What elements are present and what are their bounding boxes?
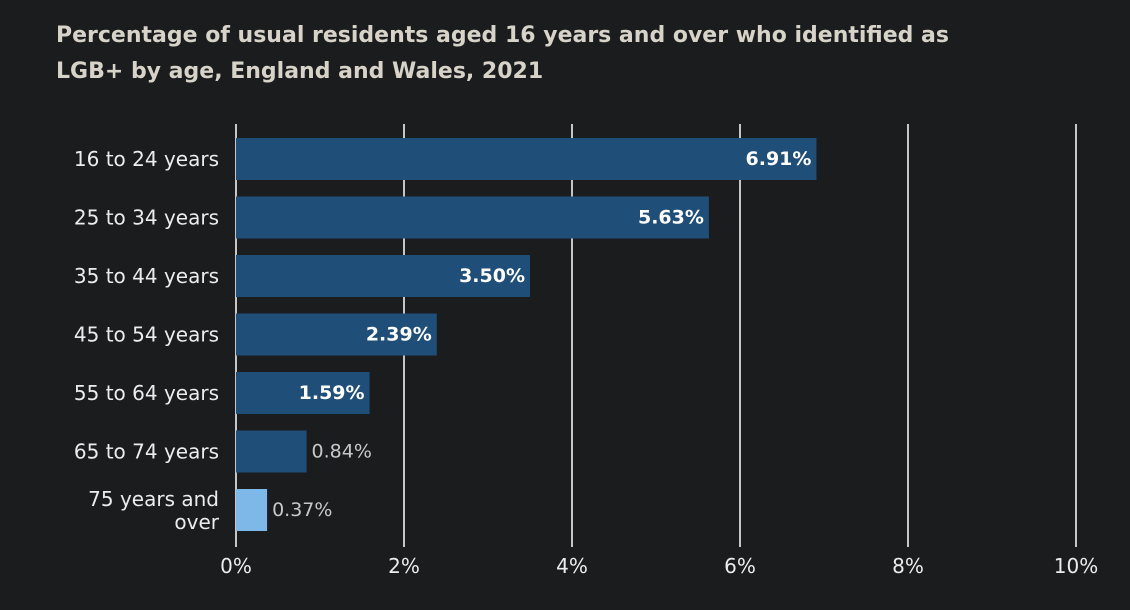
bars (236, 138, 817, 531)
x-tick-label: 10% (1054, 554, 1098, 578)
bar (236, 138, 817, 180)
data-label: 6.91% (746, 148, 812, 170)
bar (236, 430, 307, 473)
data-label: 2.39% (366, 324, 432, 346)
category-label: 16 to 24 years (74, 147, 219, 171)
category-labels: 16 to 24 years 25 to 34 years 35 to 44 yea… (74, 147, 220, 534)
data-label: 3.50% (459, 265, 525, 287)
bar (236, 489, 268, 531)
x-axis-tick-labels: 0% 2% 4% 6% 8% 10% (220, 554, 1098, 578)
chart-title: Percentage of usual residents aged 16 ye… (56, 23, 949, 84)
bar (236, 313, 437, 356)
category-label: 35 to 44 years (74, 264, 219, 288)
bar (236, 372, 370, 414)
data-label: 1.59% (299, 382, 365, 404)
category-label: 45 to 54 years (74, 323, 219, 347)
x-tick-label: 6% (724, 554, 756, 578)
category-label: 75 years and over (88, 487, 220, 534)
x-tick-label: 2% (388, 554, 420, 578)
category-label: 25 to 34 years (74, 206, 219, 230)
bar (236, 255, 530, 297)
category-label: 55 to 64 years (74, 381, 219, 405)
data-labels: 6.91% 5.63% 3.50% 2.39% 1.59% 0.84% 0.37% (272, 148, 811, 521)
data-label: 5.63% (638, 207, 704, 229)
category-label: 65 to 74 years (74, 440, 219, 464)
x-tick-label: 0% (220, 554, 252, 578)
data-label: 0.37% (272, 499, 332, 521)
data-label: 0.84% (312, 441, 372, 463)
bar (236, 196, 709, 239)
x-tick-label: 8% (892, 554, 924, 578)
x-tick-label: 4% (556, 554, 588, 578)
